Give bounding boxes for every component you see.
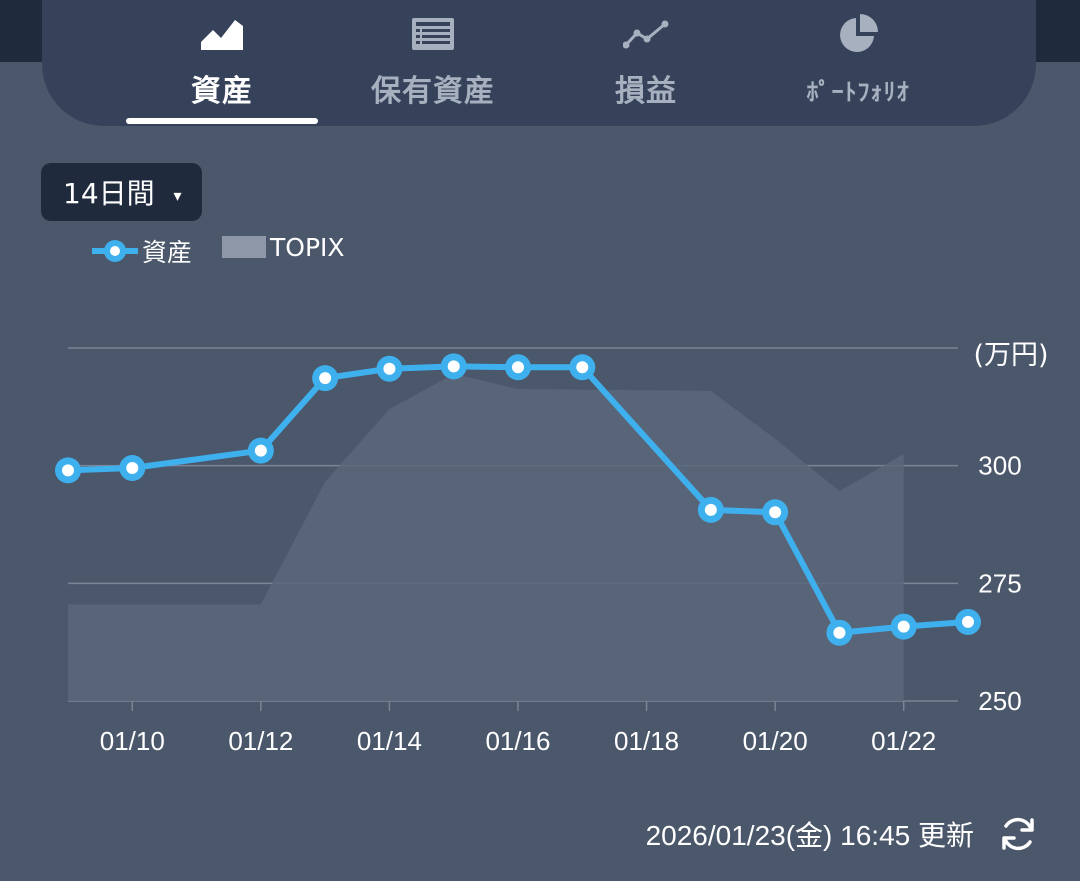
tab-portfolio-label: ﾎﾟｰﾄﾌｫﾘｵ <box>806 78 910 106</box>
tab-portfolio[interactable]: ﾎﾟｰﾄﾌｫﾘｵ <box>788 0 928 126</box>
y-tick-label: 250 <box>978 686 1021 716</box>
assets-point-center <box>319 372 332 385</box>
y-tick-label: 275 <box>978 568 1021 598</box>
assets-point-center <box>769 506 782 519</box>
x-tick-label: 01/16 <box>485 726 550 756</box>
legend-topix-swatch <box>222 236 266 258</box>
x-tick-label: 01/18 <box>614 726 679 756</box>
assets-point-center <box>126 462 139 475</box>
last-updated-text: 2026/01/23(金) 16:45 更新 <box>645 820 974 851</box>
tab-holdings[interactable]: 保有資産 <box>358 0 508 126</box>
assets-point-center <box>833 626 846 639</box>
legend-assets-label: 資産 <box>142 238 193 267</box>
tab-assets[interactable]: 資産 <box>126 0 318 126</box>
legend-topix: TOPIX <box>222 230 345 264</box>
y-unit-label: (万円) <box>973 340 1048 371</box>
legend-assets-marker <box>92 240 138 262</box>
assets-point-center <box>576 361 589 374</box>
area-chart-icon <box>198 12 246 56</box>
legend-topix-label: TOPIX <box>270 232 345 262</box>
tab-pnl-label: 損益 <box>615 74 677 109</box>
assets-point-center <box>383 362 396 375</box>
x-tick-label: 01/14 <box>357 726 422 756</box>
x-tick-label: 01/10 <box>100 726 165 756</box>
assets-point-center <box>447 360 460 373</box>
list-icon <box>409 12 457 56</box>
y-tick-label: 300 <box>978 451 1021 481</box>
assets-point-center <box>704 503 717 516</box>
line-chart-icon <box>622 12 670 56</box>
tab-bar: 資産 保有資産 <box>42 0 1036 126</box>
tab-pnl[interactable]: 損益 <box>604 0 688 126</box>
chevron-down-icon: ▾ <box>173 185 182 205</box>
assets-point-center <box>962 615 974 628</box>
active-tab-indicator <box>126 118 318 124</box>
x-tick-label: 01/22 <box>871 726 936 756</box>
x-tick-label: 01/20 <box>743 726 808 756</box>
period-label: 14日間 ▾ <box>63 177 182 210</box>
x-tick-label: 01/12 <box>228 726 293 756</box>
legend-assets: 資産 <box>92 234 192 268</box>
refresh-icon[interactable] <box>996 812 1040 856</box>
tab-holdings-label: 保有資産 <box>371 74 495 109</box>
assets-point-center <box>62 464 74 477</box>
tab-assets-label: 資産 <box>191 74 253 109</box>
update-footer: 2026/01/23(金) 16:45 更新 <box>646 808 1040 860</box>
assets-point-center <box>897 620 910 633</box>
pie-chart-icon <box>834 12 882 56</box>
topix-area <box>68 373 904 701</box>
assets-point-center <box>512 361 524 374</box>
assets-point-center <box>254 444 267 457</box>
period-selector[interactable]: 14日間 ▾ <box>41 163 202 221</box>
